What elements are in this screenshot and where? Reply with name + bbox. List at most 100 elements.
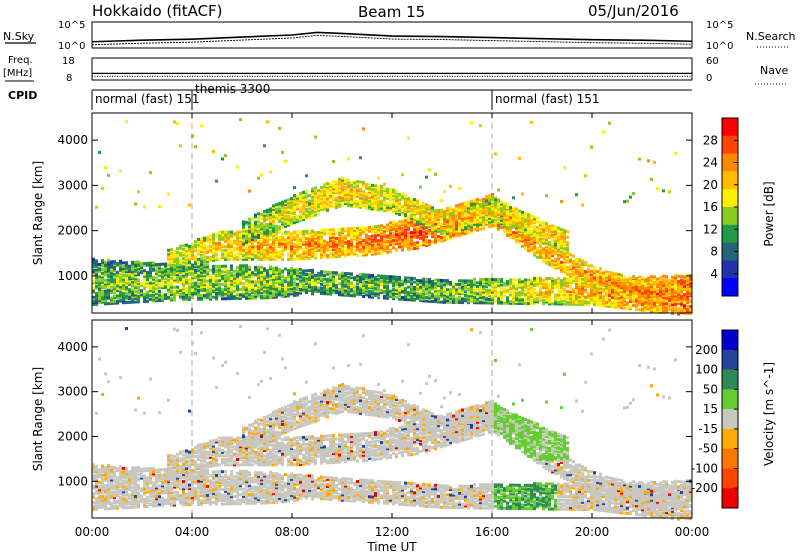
power-cell xyxy=(185,290,188,294)
power-cell xyxy=(149,290,152,294)
power-cell xyxy=(95,299,98,303)
power-cell xyxy=(530,240,533,244)
power-cell xyxy=(557,259,560,263)
power-cell xyxy=(134,284,137,288)
power-cell xyxy=(362,276,365,280)
power-cell xyxy=(347,189,350,193)
power-cell xyxy=(332,283,335,287)
power-cell xyxy=(398,284,401,288)
power-cell xyxy=(161,271,164,275)
power-cell xyxy=(482,279,485,283)
power-cell xyxy=(209,248,212,252)
power-cell xyxy=(212,251,215,255)
power-cell xyxy=(404,206,407,210)
power-cell xyxy=(407,202,410,206)
power-cell xyxy=(380,280,383,284)
power-cell xyxy=(191,270,194,274)
power-cell xyxy=(239,280,242,284)
power-cell xyxy=(338,244,341,248)
power-cell xyxy=(278,201,281,205)
power-cell xyxy=(305,202,308,206)
power-cell xyxy=(173,271,176,275)
power-cell xyxy=(518,218,521,222)
power-cell xyxy=(290,202,293,206)
power-cell xyxy=(545,236,548,240)
power-cell xyxy=(542,302,545,306)
power-cell xyxy=(560,282,563,286)
power-cell xyxy=(461,281,464,285)
power-cell xyxy=(545,234,548,238)
power-cell xyxy=(347,252,350,256)
power-cell xyxy=(386,236,389,240)
power-cell xyxy=(236,237,239,241)
power-cell xyxy=(548,282,551,286)
power-cell xyxy=(248,274,251,278)
power-cell xyxy=(383,280,386,284)
power-cell xyxy=(374,226,377,230)
power-cell xyxy=(317,200,320,204)
power-cell xyxy=(341,236,344,240)
power-cell xyxy=(152,266,155,270)
power-cell xyxy=(191,242,194,246)
power-cell xyxy=(98,300,101,304)
power-cell xyxy=(551,248,554,252)
power-cell xyxy=(275,206,278,210)
power-cell xyxy=(128,279,131,283)
power-cell xyxy=(128,271,131,275)
power-cell xyxy=(359,278,362,282)
power-cell xyxy=(320,196,323,200)
power-cell xyxy=(173,265,176,269)
power-cell xyxy=(344,293,347,297)
power-cell xyxy=(203,266,206,270)
power-cell xyxy=(296,196,299,200)
power-cell xyxy=(170,260,173,264)
power-cell xyxy=(146,290,149,294)
power-cell xyxy=(176,269,179,273)
power-cell xyxy=(431,215,434,219)
power-cell xyxy=(431,220,434,224)
power-cell xyxy=(512,294,515,298)
power-cell xyxy=(461,284,464,288)
power-cell xyxy=(170,296,173,300)
power-cell xyxy=(443,221,446,225)
power-cell xyxy=(545,300,548,304)
power-cell xyxy=(518,237,521,241)
power-cell xyxy=(98,299,101,303)
power-cell xyxy=(245,220,248,224)
power-cell xyxy=(386,196,389,200)
power-cell xyxy=(389,197,392,201)
power-cell xyxy=(434,225,437,229)
power-cell xyxy=(119,279,122,283)
power-cell xyxy=(308,287,311,291)
power-cell xyxy=(197,285,200,289)
power-cell xyxy=(158,205,161,209)
power-cell xyxy=(401,223,404,227)
power-cell xyxy=(401,237,404,241)
power-cell xyxy=(176,256,179,260)
power-cell xyxy=(485,290,488,294)
power-cell xyxy=(398,229,401,233)
power-cell xyxy=(347,191,350,195)
power-cell xyxy=(533,251,536,255)
power-cell xyxy=(257,221,260,225)
power-cell xyxy=(308,204,311,208)
power-cell xyxy=(311,236,314,240)
power-cell xyxy=(260,272,263,276)
power-cell xyxy=(224,289,227,293)
power-cell xyxy=(212,149,215,153)
power-cell xyxy=(170,273,173,277)
power-cell xyxy=(305,246,308,250)
power-cell xyxy=(395,281,398,285)
power-cell xyxy=(281,287,284,291)
power-cell xyxy=(272,239,275,243)
power-cell xyxy=(302,285,305,289)
power-cell xyxy=(380,229,383,233)
power-cell xyxy=(245,255,248,259)
power-cell xyxy=(368,203,371,207)
power-cell xyxy=(377,288,380,292)
power-cell xyxy=(272,286,275,290)
power-cell xyxy=(563,241,566,245)
power-cell xyxy=(422,290,425,294)
power-cell xyxy=(221,264,224,268)
power-cell xyxy=(467,292,470,296)
